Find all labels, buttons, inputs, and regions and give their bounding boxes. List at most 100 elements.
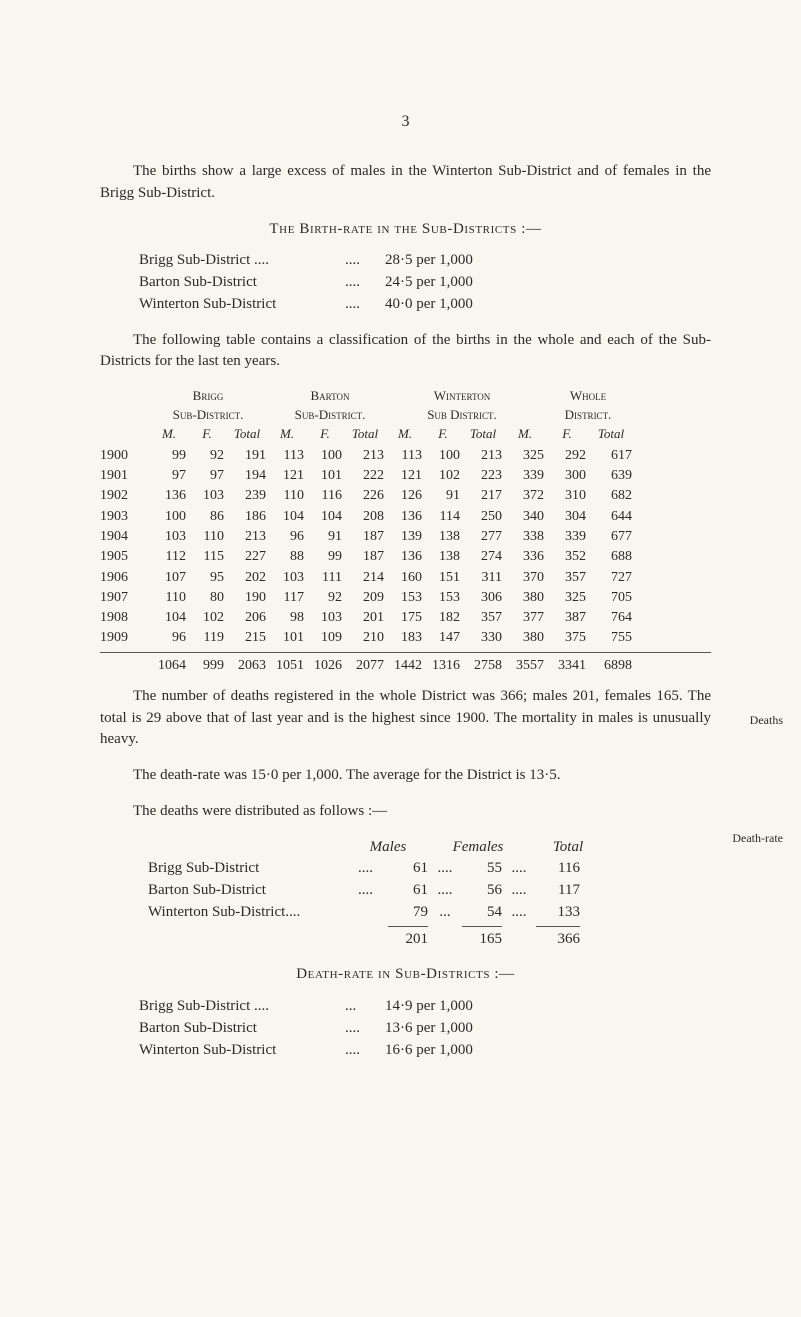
rate-row: Winterton Sub-District .... 16·6 per 1,0… xyxy=(139,1040,711,1062)
rate-value: 40·0 per 1,000 xyxy=(379,294,525,316)
cell: 3557 xyxy=(506,656,548,676)
rate-dots: .... xyxy=(345,1018,373,1040)
table-row: Brigg Sub-District....61....55....116 xyxy=(148,858,711,880)
cell: 147 xyxy=(426,628,464,648)
col-t: Total xyxy=(346,425,388,444)
cell: 764 xyxy=(590,608,636,628)
cell: 639 xyxy=(590,466,636,486)
cell: 126 xyxy=(388,486,426,506)
cell: 2063 xyxy=(228,656,270,676)
cell: 239 xyxy=(228,486,270,506)
cell: Winterton Sub-District.... xyxy=(148,902,358,924)
cell: 340 xyxy=(506,507,548,527)
table-row: 190996119215101109210183147330380375755 xyxy=(100,628,711,648)
cell: 96 xyxy=(270,527,308,547)
cell: 133 xyxy=(536,902,580,924)
rate-dots: ... xyxy=(345,996,373,1018)
table-col-header: M. F. Total M. F. Total M. F. Total M. F… xyxy=(152,425,711,444)
deaths-paragraph: The number of deaths registered in the w… xyxy=(100,686,711,751)
rate-row: Barton Sub-District .... 13·6 per 1,000 xyxy=(139,1018,711,1040)
cell: 210 xyxy=(346,628,388,648)
rate-label: Barton Sub-District xyxy=(139,1018,339,1040)
cell: 2077 xyxy=(346,656,388,676)
rate-value: 13·6 per 1,000 xyxy=(379,1018,525,1040)
cell: .... xyxy=(502,880,536,902)
cell: 215 xyxy=(228,628,270,648)
births-table: BriggSub-District. BartonSub-District. W… xyxy=(100,387,711,676)
cell: 311 xyxy=(464,568,506,588)
cell: 366 xyxy=(536,926,580,951)
col-females: Females xyxy=(448,837,508,859)
cell: 372 xyxy=(506,486,548,506)
cell: 117 xyxy=(536,880,580,902)
cell: 97 xyxy=(152,466,190,486)
cell: 999 xyxy=(190,656,228,676)
cell: 54 xyxy=(462,902,502,924)
cell: 165 xyxy=(462,926,502,951)
cell: Brigg Sub-District xyxy=(148,858,358,880)
deaths-table: Males Females Total Brigg Sub-District..… xyxy=(148,837,711,951)
rate-value: 24·5 per 1,000 xyxy=(379,272,525,294)
cell: 97 xyxy=(190,466,228,486)
table-row: 190213610323911011622612691217372310682 xyxy=(100,486,711,506)
cell: 6898 xyxy=(590,656,636,676)
cell: 110 xyxy=(152,588,190,608)
col-m: M. xyxy=(506,425,548,444)
cell: 380 xyxy=(506,588,548,608)
cell: 112 xyxy=(152,547,190,567)
cell: 79 xyxy=(388,902,428,924)
cell: 357 xyxy=(548,568,590,588)
rate-label: Barton Sub-District xyxy=(139,272,339,294)
cell: 160 xyxy=(388,568,426,588)
cell: 688 xyxy=(590,547,636,567)
cell: 213 xyxy=(228,527,270,547)
cell: 55 xyxy=(462,858,502,880)
birth-rate-heading: The Birth-rate in the Sub-Districts :— xyxy=(100,219,711,241)
cell: 119 xyxy=(190,628,228,648)
cell: 1903 xyxy=(100,507,152,527)
cell: 153 xyxy=(388,588,426,608)
cell: 300 xyxy=(548,466,590,486)
cell: 116 xyxy=(308,486,346,506)
cell: 80 xyxy=(190,588,228,608)
rate-label: Winterton Sub-District xyxy=(139,294,339,316)
cell: 325 xyxy=(506,446,548,466)
cell: 2758 xyxy=(464,656,506,676)
cell: 107 xyxy=(152,568,190,588)
cell: 1900 xyxy=(100,446,152,466)
cell: 110 xyxy=(190,527,228,547)
col-f: F. xyxy=(548,425,590,444)
grp-label: Barton xyxy=(311,388,350,403)
cell: 306 xyxy=(464,588,506,608)
cell: 375 xyxy=(548,628,590,648)
cell: 139 xyxy=(388,527,426,547)
col-m: M. xyxy=(152,425,190,444)
cell: 339 xyxy=(548,527,590,547)
table-row: Barton Sub-District....61....56....117 xyxy=(148,880,711,902)
dist-heading: The deaths were distributed as follows :… xyxy=(100,801,711,823)
cell: 304 xyxy=(548,507,590,527)
cell: 377 xyxy=(506,608,548,628)
cell: 102 xyxy=(426,466,464,486)
table-row: 19051121152278899187136138274336352688 xyxy=(100,547,711,567)
cell: 677 xyxy=(590,527,636,547)
cell: 217 xyxy=(464,486,506,506)
cell: 110 xyxy=(270,486,308,506)
cell: .... xyxy=(502,902,536,924)
cell: 183 xyxy=(388,628,426,648)
cell: 1442 xyxy=(388,656,426,676)
cell: 116 xyxy=(536,858,580,880)
col-t: Total xyxy=(228,425,270,444)
grp-label: Whole xyxy=(570,388,606,403)
cell: 136 xyxy=(388,547,426,567)
cell: 121 xyxy=(270,466,308,486)
cell: 727 xyxy=(590,568,636,588)
table-row: 190810410220698103201175182357377387764 xyxy=(100,608,711,628)
rate-label: Winterton Sub-District xyxy=(139,1040,339,1062)
table-row: 19019797194121101222121102223339300639 xyxy=(100,466,711,486)
cell: 325 xyxy=(548,588,590,608)
cell: 387 xyxy=(548,608,590,628)
cell: Barton Sub-District xyxy=(148,880,358,902)
cell: 186 xyxy=(228,507,270,527)
cell: 190 xyxy=(228,588,270,608)
